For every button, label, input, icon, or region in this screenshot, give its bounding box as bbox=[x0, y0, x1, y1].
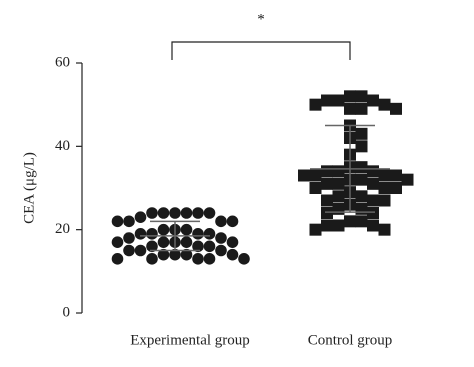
data-point bbox=[309, 169, 322, 182]
data-point bbox=[355, 90, 368, 103]
y-axis-label: CEA (μg/L) bbox=[21, 152, 37, 224]
data-point bbox=[332, 165, 345, 178]
data-point bbox=[321, 177, 333, 190]
data-point bbox=[321, 94, 333, 107]
data-point bbox=[111, 215, 124, 228]
data-point bbox=[192, 207, 204, 219]
data-point bbox=[146, 253, 158, 265]
data-point bbox=[111, 236, 124, 248]
error-bar bbox=[325, 124, 375, 213]
data-point bbox=[134, 211, 147, 223]
data-point bbox=[203, 228, 216, 240]
data-point bbox=[367, 207, 379, 219]
data-point bbox=[401, 173, 414, 186]
data-point bbox=[192, 253, 204, 265]
x-tick-label: Control group bbox=[308, 332, 393, 348]
data-point bbox=[192, 228, 204, 240]
data-point bbox=[123, 215, 135, 228]
data-point bbox=[344, 215, 356, 228]
error-bar bbox=[150, 220, 200, 252]
data-point bbox=[169, 207, 181, 219]
data-point bbox=[332, 219, 345, 232]
data-point bbox=[309, 98, 322, 111]
data-point bbox=[215, 215, 227, 228]
x-tick-label: Experimental group bbox=[130, 332, 250, 348]
data-point bbox=[111, 253, 124, 265]
data-point bbox=[355, 173, 368, 186]
data-point bbox=[378, 169, 391, 182]
data-point bbox=[332, 94, 345, 107]
data-point bbox=[169, 248, 181, 261]
data-point bbox=[180, 236, 193, 248]
data-point bbox=[344, 90, 356, 103]
data-point bbox=[390, 169, 402, 182]
data-point bbox=[355, 190, 368, 203]
data-point bbox=[378, 194, 391, 207]
data-point bbox=[355, 202, 368, 215]
y-tick-label: 60 bbox=[55, 54, 70, 70]
data-point bbox=[157, 236, 170, 248]
data-point bbox=[192, 240, 204, 253]
significance-mark: * bbox=[257, 11, 265, 27]
data-point bbox=[355, 127, 368, 140]
data-point bbox=[309, 182, 322, 194]
data-point bbox=[146, 207, 158, 219]
data-point bbox=[134, 228, 147, 240]
data-point bbox=[321, 165, 333, 178]
data-point bbox=[157, 248, 170, 261]
data-point bbox=[123, 232, 135, 244]
data-point bbox=[203, 207, 216, 219]
data-point bbox=[180, 223, 193, 236]
data-point bbox=[180, 207, 193, 219]
data-point bbox=[157, 207, 170, 219]
data-point bbox=[332, 177, 345, 190]
data-point bbox=[355, 140, 368, 153]
data-point bbox=[367, 194, 379, 207]
data-point bbox=[378, 98, 391, 111]
data-point bbox=[134, 244, 147, 257]
data-point bbox=[390, 102, 402, 115]
data-point bbox=[321, 194, 333, 207]
data-point bbox=[238, 253, 250, 265]
data-point bbox=[215, 244, 227, 257]
data-point bbox=[215, 232, 227, 244]
data-point bbox=[226, 215, 239, 228]
data-point bbox=[355, 215, 368, 228]
data-point bbox=[226, 248, 239, 261]
y-tick-label: 40 bbox=[55, 138, 70, 154]
significance-bracket bbox=[171, 41, 351, 60]
data-point bbox=[332, 202, 345, 215]
data-point bbox=[367, 219, 379, 232]
data-point bbox=[203, 253, 216, 265]
y-tick-label: 0 bbox=[63, 304, 71, 320]
data-point bbox=[378, 223, 391, 236]
data-point bbox=[146, 240, 158, 253]
data-point bbox=[180, 248, 193, 261]
data-point bbox=[332, 190, 345, 203]
data-point bbox=[157, 223, 170, 236]
data-point bbox=[367, 177, 379, 190]
data-point bbox=[321, 219, 333, 232]
data-point bbox=[390, 182, 402, 194]
data-point bbox=[309, 223, 322, 236]
data-point bbox=[146, 228, 158, 240]
data-point bbox=[367, 94, 379, 107]
y-tick-label: 20 bbox=[55, 221, 70, 237]
data-point bbox=[355, 102, 368, 115]
data-point bbox=[298, 169, 310, 182]
data-point bbox=[355, 161, 368, 174]
data-point bbox=[321, 207, 333, 219]
data-point bbox=[123, 244, 135, 257]
data-point bbox=[203, 240, 216, 253]
data-point bbox=[367, 165, 379, 178]
data-point bbox=[378, 182, 391, 194]
data-point bbox=[226, 236, 239, 248]
data-point bbox=[344, 102, 356, 115]
